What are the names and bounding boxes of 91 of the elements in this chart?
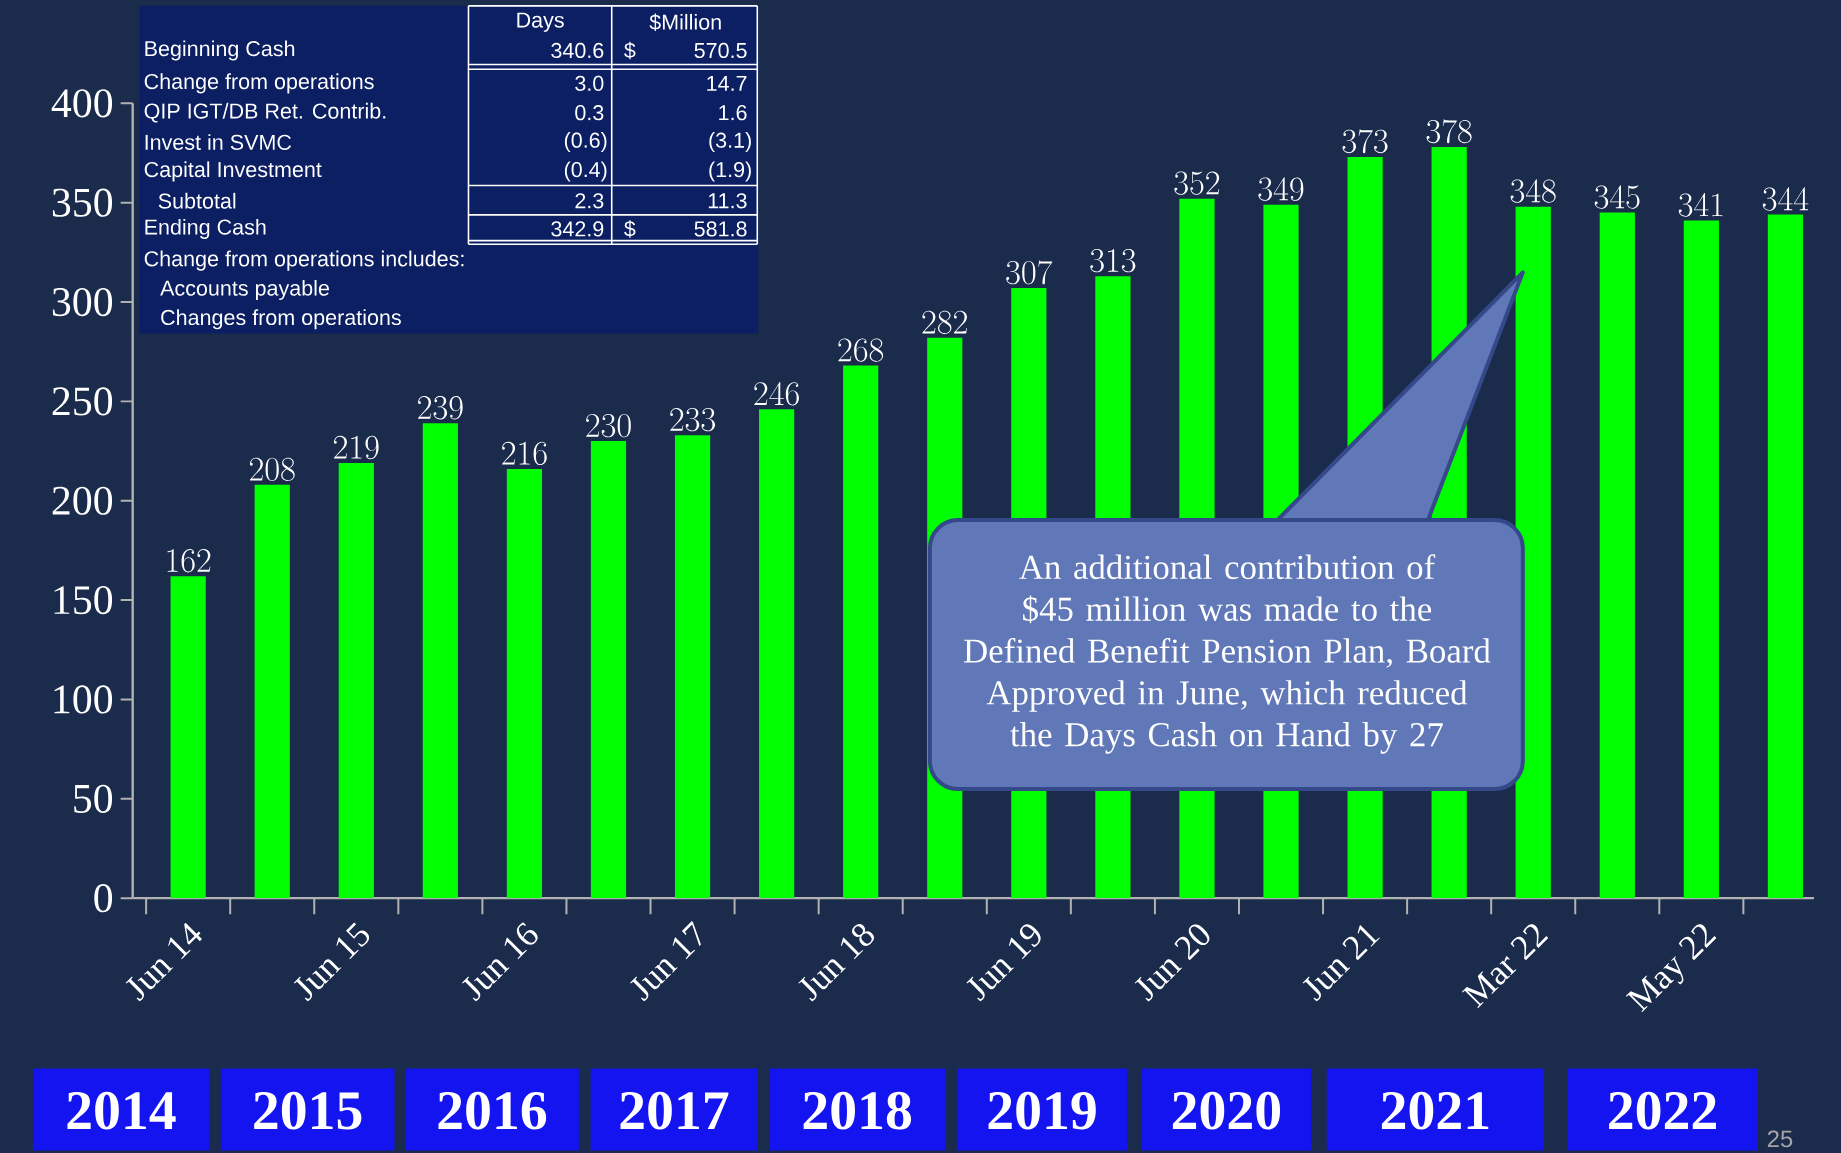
data-label: 344 [1762, 187, 1809, 211]
annotation: (1.9) [709, 161, 751, 182]
text: Change from operations [144, 73, 374, 94]
y-tick-label: 100 [54, 685, 113, 714]
annotation: 342.9 [551, 221, 604, 237]
y-tick-label: 150 [54, 585, 113, 615]
data-label: 208 [249, 457, 295, 481]
y-tick-label: 200 [52, 486, 113, 515]
data-label: 162 [167, 549, 211, 573]
text: $Million [649, 13, 721, 31]
text: 570.5 [694, 42, 747, 59]
y-tick-label: 350 [52, 188, 113, 217]
data-label: 216 [502, 441, 547, 466]
text: 2016 [438, 1091, 547, 1130]
annotation: 1.6 [719, 105, 747, 121]
data-label: 313 [1090, 249, 1136, 273]
x-tick-label: Jun 17 [630, 920, 701, 1002]
data-label: 349 [1258, 177, 1304, 201]
data-label: 307 [1006, 260, 1053, 285]
text: 2021 [1381, 1091, 1489, 1130]
data-label: 246 [754, 381, 799, 406]
text: 2014 [67, 1091, 176, 1130]
data-label: 268 [838, 338, 884, 362]
bar [1599, 212, 1635, 899]
data-label: 348 [1510, 179, 1556, 203]
annotation: $ [624, 220, 636, 238]
annotation: Invest in SVMC [145, 134, 292, 150]
annotation: 0.3 [575, 105, 604, 121]
x-tick-label: Jun 15 [293, 922, 370, 1002]
data-label: 219 [334, 435, 379, 460]
bar [1515, 206, 1551, 899]
text: 25 [1767, 1130, 1793, 1148]
bar [843, 365, 879, 899]
text: 2020 [1172, 1091, 1281, 1130]
text: 2017 [620, 1091, 729, 1130]
bar [759, 409, 795, 899]
text: 340.6 [551, 42, 604, 59]
data-label: 373 [1342, 129, 1388, 154]
data-label: 233 [670, 407, 716, 432]
bar [1683, 220, 1719, 899]
bar [1767, 214, 1804, 899]
text: 2015 [254, 1091, 362, 1130]
data-label: 352 [1174, 171, 1220, 195]
bar [254, 484, 290, 899]
annotation: 2.3 [575, 193, 604, 209]
annotation: QIP IGT/DB Ret. Contrib. [144, 102, 386, 123]
annotation: Accounts payable [160, 279, 329, 300]
y-tick-label: 400 [51, 89, 113, 118]
x-tick-label: Jun 18 [798, 923, 875, 1002]
data-label: 341 [1678, 193, 1723, 217]
text: $ [624, 41, 636, 60]
annotation: Subtotal [158, 192, 236, 209]
annotation: Changes from operations [161, 309, 401, 330]
annotation: 11.3 [708, 193, 747, 209]
bar [674, 435, 711, 899]
text: 3.0 [575, 75, 604, 91]
bar [338, 462, 374, 899]
data-label: 282 [922, 310, 967, 334]
annotation: Capital Investment [144, 161, 322, 182]
x-tick-label: Jun 14 [125, 922, 202, 1002]
x-tick-label: Jun 16 [462, 922, 538, 1002]
annotation: (0.6) [564, 131, 607, 153]
y-tick-label: 250 [52, 387, 113, 416]
text: 14.7 [707, 75, 747, 91]
x-tick-label: May 22 [1625, 924, 1717, 1013]
annotation: An additional contribution of $45 million was made to the Defined Benefit Pension Plan, Board Approved in June, which reduced the Days Cash on Hand by 27 [964, 554, 1491, 754]
bar [422, 423, 458, 899]
bar [590, 441, 627, 899]
annotation: Ending Cash [145, 218, 266, 239]
x-tick-label: Jun 21 [1302, 924, 1380, 1002]
text: Days [517, 12, 564, 32]
data-label: 345 [1594, 185, 1640, 209]
data-label: 378 [1426, 119, 1472, 144]
text: 2018 [803, 1091, 912, 1130]
data-label: 230 [586, 413, 631, 438]
x-tick-label: Jun 19 [966, 924, 1041, 1002]
text: 2019 [988, 1091, 1096, 1130]
annotation: (3.1) [709, 131, 751, 153]
text: Beginning Cash [145, 40, 295, 61]
y-tick-label: 300 [52, 287, 113, 317]
bar [170, 576, 206, 899]
bar [506, 468, 543, 899]
text: 2022 [1609, 1091, 1716, 1130]
annotation: (0.4) [564, 161, 607, 182]
annotation: 581.8 [694, 221, 747, 237]
data-label: 239 [418, 396, 463, 420]
x-tick-label: Mar 22 [1461, 924, 1549, 1009]
x-tick-label: Jun 20 [1134, 924, 1210, 1002]
annotation: Change from operations includes: [144, 250, 464, 271]
y-tick-label: 0 [94, 884, 113, 913]
y-tick-label: 50 [74, 784, 113, 813]
